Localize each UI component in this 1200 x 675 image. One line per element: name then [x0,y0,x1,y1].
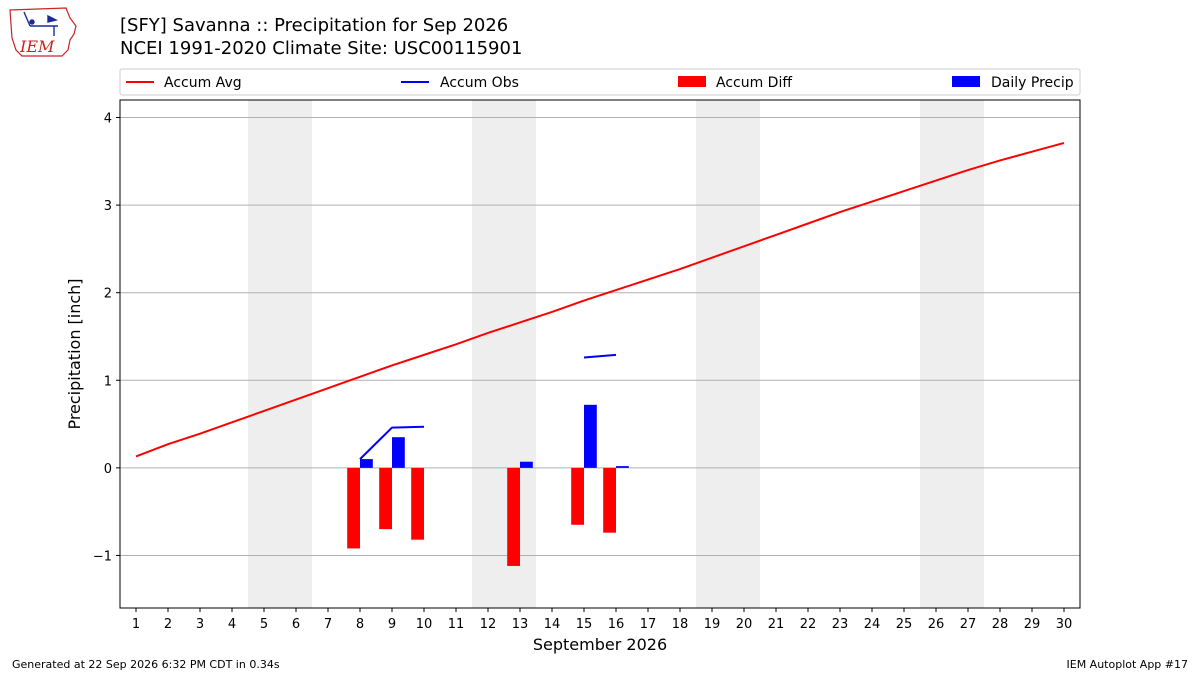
x-tick-label: 27 [960,617,977,632]
x-tick-label: 20 [736,617,753,632]
x-tick-label: 30 [1056,617,1073,632]
iowa-map-outline [9,7,77,57]
accum-diff-bar-day-9 [379,467,392,530]
x-tick-label: 29 [1024,617,1041,632]
iem-logo: IEM [9,7,77,57]
x-tick-label: 4 [228,617,236,632]
y-tick-label: 1 [104,374,112,389]
footer-app-text: IEM Autoplot App #17 [1066,658,1189,671]
x-tick-label: 13 [512,617,529,632]
weekend-span-4 [920,100,984,608]
legend-label-accum-avg: Accum Avg [164,75,242,91]
x-tick-label: 12 [480,617,497,632]
weather-station-icon [23,11,59,36]
x-tick-label: 22 [800,617,817,632]
accum-diff-bar-day-8 [347,467,360,549]
legend-label-daily-precip: Daily Precip [991,75,1074,91]
x-tick-label: 21 [768,617,785,632]
daily-precip-bar-day-16 [616,466,629,468]
chart-title-line-1: [SFY] Savanna :: Precipitation for Sep 2… [120,15,508,36]
x-tick-label: 10 [416,617,433,632]
daily-precip-bar-day-15 [584,404,597,468]
x-tick-label: 24 [864,617,881,632]
y-tick-label: 3 [104,199,112,214]
bars [347,404,629,566]
y-tick-label: 2 [104,287,112,302]
accum-avg-line [135,141,1065,458]
x-tick-label: 9 [388,617,396,632]
x-tick-label: 3 [196,617,204,632]
y-axis-label: Precipitation [inch] [65,278,84,429]
y-tick-label: −1 [93,549,112,564]
weekend-shading [248,100,984,608]
x-tick-label: 11 [448,617,465,632]
legend-label-accum-obs: Accum Obs [440,75,519,91]
weekend-span-3 [696,100,760,608]
plot-frame [119,99,1081,609]
legend-swatch-accum-diff [678,76,706,87]
x-tick-label: 15 [576,617,593,632]
x-tick-label: 6 [292,617,300,632]
x-tick-label: 2 [164,617,172,632]
accum-diff-bar-day-13 [507,467,520,566]
accum-diff-bar-day-10 [411,467,424,540]
accum-obs-line-segment-1 [359,425,425,460]
daily-precip-bar-day-8 [360,459,373,468]
legend-label-accum-diff: Accum Diff [716,75,792,91]
x-tick-label: 7 [324,617,332,632]
accum-obs-line-segment-2 [583,353,617,359]
weekend-span-1 [248,100,312,608]
chart-title-line-2: NCEI 1991-2020 Climate Site: USC00115901 [120,38,522,59]
x-tick-label: 18 [672,617,689,632]
x-tick-label: 25 [896,617,913,632]
daily-precip-bar-day-9 [392,437,405,468]
x-tick-label: 23 [832,617,849,632]
x-tick-label: 19 [704,617,721,632]
footer-generated-text: Generated at 22 Sep 2026 6:32 PM CDT in … [12,658,280,671]
x-tick-label: 28 [992,617,1009,632]
legend: Accum Avg Accum Obs Accum Diff Daily Pre… [119,68,1081,96]
x-tick-label: 1 [132,617,140,632]
x-tick-label: 5 [260,617,268,632]
x-axis-label: September 2026 [533,635,667,654]
accum-diff-bar-day-15 [571,467,584,525]
x-tick-label: 14 [544,617,561,632]
logo-text: IEM [19,37,55,56]
accum-diff-bar-day-16 [603,467,616,533]
x-tick-label: 8 [356,617,364,632]
legend-frame [119,68,1081,96]
y-gridlines [120,117,1080,556]
legend-swatch-daily-precip [952,76,980,87]
y-tick-label: 0 [104,462,112,477]
x-tick-label: 16 [608,617,625,632]
y-tick-label: 4 [104,112,112,127]
weekend-span-2 [472,100,536,608]
x-tick-label: 26 [928,617,945,632]
lines [135,141,1065,460]
daily-precip-bar-day-13 [520,461,533,468]
x-tick-label: 17 [640,617,657,632]
